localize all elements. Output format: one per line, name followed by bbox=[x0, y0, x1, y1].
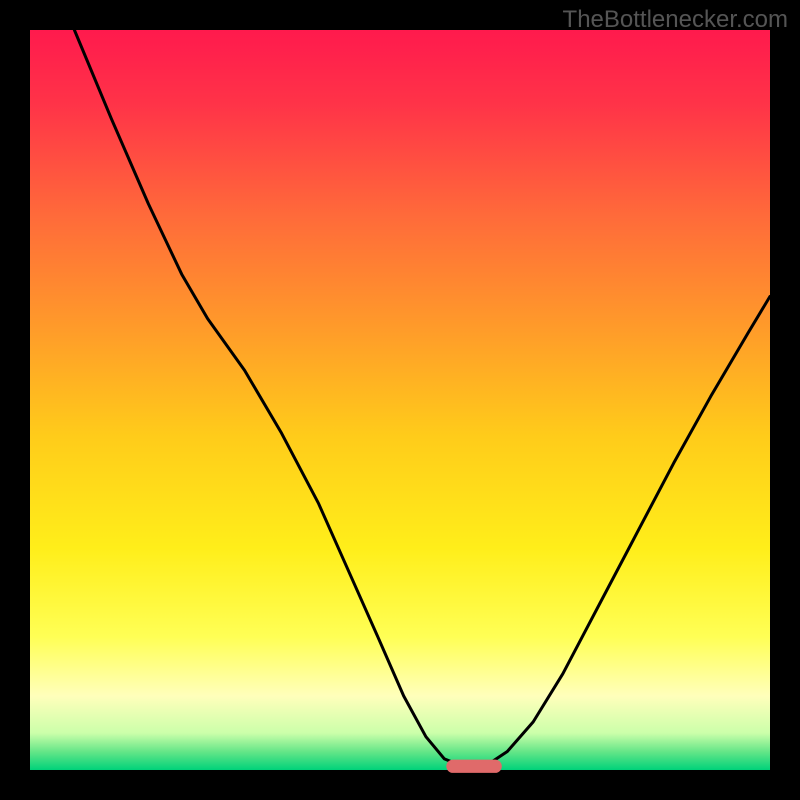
chart-background bbox=[30, 30, 770, 770]
chart-container: { "watermark": { "text": "TheBottlenecke… bbox=[0, 0, 800, 800]
optimal-range-marker bbox=[446, 760, 502, 773]
bottleneck-chart bbox=[0, 0, 800, 800]
watermark-text: TheBottlenecker.com bbox=[563, 6, 788, 34]
